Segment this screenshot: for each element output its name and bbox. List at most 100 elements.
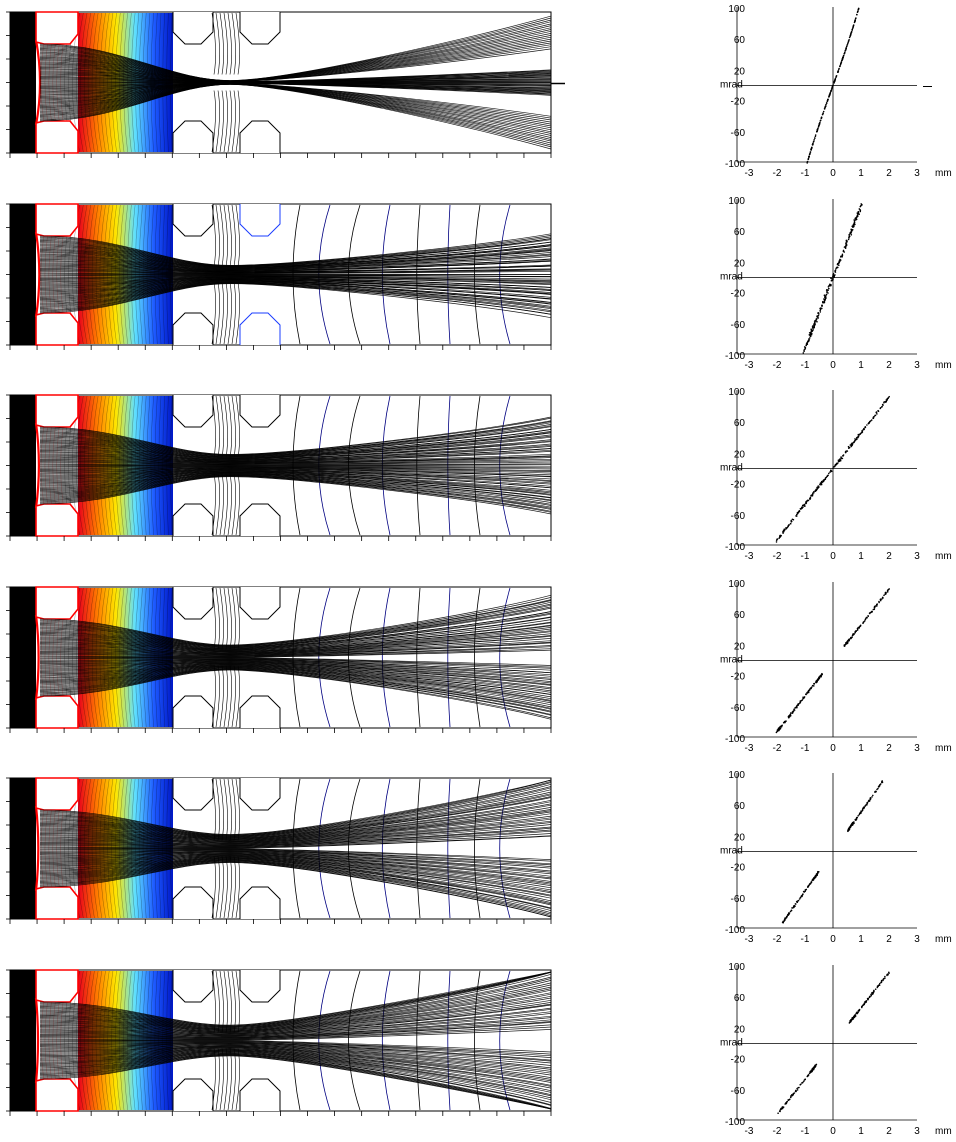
phase-point bbox=[802, 893, 804, 895]
phase-point bbox=[857, 628, 859, 630]
phase-point bbox=[869, 995, 871, 998]
phase-point bbox=[865, 617, 868, 619]
y-tick-label: -100 bbox=[725, 734, 745, 745]
phase-point bbox=[881, 781, 883, 783]
phase-point bbox=[845, 45, 848, 48]
equipotential-line bbox=[111, 204, 117, 345]
phase-point bbox=[791, 518, 794, 521]
phase-point bbox=[789, 1096, 792, 1099]
trajectory-ray bbox=[39, 471, 552, 493]
trajectory-ray bbox=[39, 660, 552, 680]
phase-point bbox=[794, 707, 796, 709]
phase-point bbox=[846, 239, 848, 242]
y-tick-label: 20 bbox=[734, 259, 746, 270]
phase-point bbox=[880, 981, 883, 983]
equipotential-line bbox=[142, 395, 147, 536]
phase-point bbox=[847, 639, 850, 642]
phase-point bbox=[858, 208, 861, 210]
trajectory-ray bbox=[39, 1044, 552, 1070]
field-line bbox=[227, 12, 232, 75]
phase-point bbox=[818, 486, 820, 488]
phase-point bbox=[836, 263, 839, 266]
phase-point bbox=[796, 705, 798, 707]
phase-point bbox=[830, 88, 833, 90]
trajectory-ray bbox=[39, 1041, 552, 1057]
phase-point bbox=[794, 903, 797, 905]
trajectory-ray bbox=[39, 600, 552, 647]
row-6: 100 60 20 -20 -60 -100 mrad -3 -2 -1 0 1 2 3 mm bbox=[6, 962, 952, 1137]
trajectory-ray bbox=[39, 633, 552, 655]
phase-point bbox=[844, 451, 847, 454]
phase-point bbox=[850, 31, 853, 33]
x-tick-label: 2 bbox=[886, 934, 892, 945]
trajectory-ray bbox=[39, 465, 552, 469]
phase-point bbox=[776, 729, 779, 731]
trajectory-ray bbox=[39, 1021, 552, 1039]
phase-point bbox=[881, 596, 884, 599]
phase-point bbox=[813, 877, 816, 880]
row-3: 100 60 20 -20 -60 -100 mrad -3 -2 -1 0 1 2 3 mm bbox=[6, 387, 952, 562]
phase-point bbox=[847, 830, 849, 833]
trajectory-ray bbox=[39, 416, 552, 455]
phase-point bbox=[884, 591, 887, 594]
phase-point bbox=[823, 298, 825, 300]
phase-point bbox=[803, 891, 806, 893]
phase-point bbox=[802, 696, 804, 698]
phase-point bbox=[788, 1098, 791, 1101]
trajectory-ray bbox=[39, 1054, 552, 1110]
phase-point bbox=[802, 504, 804, 507]
trajectory-ray bbox=[39, 801, 552, 841]
trajectory-ray bbox=[39, 431, 552, 458]
phase-point bbox=[804, 347, 807, 350]
equipotential-line bbox=[115, 778, 121, 919]
phase-point bbox=[814, 135, 817, 138]
trajectory-ray bbox=[39, 829, 552, 848]
equipotential-line bbox=[142, 587, 147, 728]
phase-space-plot: 100 60 20 -20 -60 -100 mrad -3 -2 -1 0 1 2 3 mm bbox=[720, 387, 952, 562]
trajectory-ray bbox=[39, 986, 552, 1031]
phase-point bbox=[840, 255, 842, 257]
phase-space-points bbox=[775, 395, 890, 543]
x-tick-label: 0 bbox=[830, 934, 836, 945]
trajectory-ray bbox=[39, 606, 552, 648]
phase-point bbox=[852, 633, 854, 635]
phase-point bbox=[828, 472, 830, 475]
phase-point bbox=[802, 506, 804, 509]
field-line bbox=[235, 395, 240, 458]
y-unit-label: mrad bbox=[720, 80, 743, 91]
phase-point bbox=[863, 1002, 866, 1004]
equipotential-line bbox=[80, 12, 88, 153]
phase-point bbox=[817, 315, 819, 318]
trajectory-ray bbox=[39, 641, 552, 656]
trajectory-ray bbox=[39, 982, 552, 1030]
phase-point bbox=[810, 329, 813, 332]
equipotential-line bbox=[115, 970, 121, 1111]
phase-point bbox=[801, 1082, 803, 1084]
electrode-1-bottom bbox=[35, 120, 79, 154]
y-tick-label: 60 bbox=[734, 35, 746, 46]
phase-point bbox=[779, 1110, 781, 1113]
field-line bbox=[223, 282, 228, 345]
phase-point bbox=[808, 883, 811, 886]
phase-point bbox=[848, 446, 851, 449]
trajectory-ray bbox=[39, 1048, 552, 1087]
beam-trajectories bbox=[39, 594, 552, 720]
phase-point bbox=[827, 98, 829, 101]
phase-point bbox=[814, 323, 816, 326]
phase-point bbox=[858, 627, 860, 629]
x-tick-label: -2 bbox=[773, 551, 782, 562]
phase-point bbox=[848, 829, 850, 831]
phase-point bbox=[857, 815, 859, 817]
far-equipotential bbox=[416, 395, 421, 536]
y-tick-label: -100 bbox=[725, 1117, 745, 1128]
phase-point bbox=[858, 1009, 860, 1012]
equipotential-line bbox=[95, 970, 102, 1111]
phase-point bbox=[793, 1092, 796, 1094]
equipotential-line bbox=[76, 778, 84, 919]
phase-point bbox=[809, 151, 812, 153]
phase-point bbox=[802, 352, 805, 354]
trajectory-ray bbox=[39, 616, 552, 651]
phase-point bbox=[876, 413, 878, 415]
trajectory-ray bbox=[39, 999, 552, 1034]
